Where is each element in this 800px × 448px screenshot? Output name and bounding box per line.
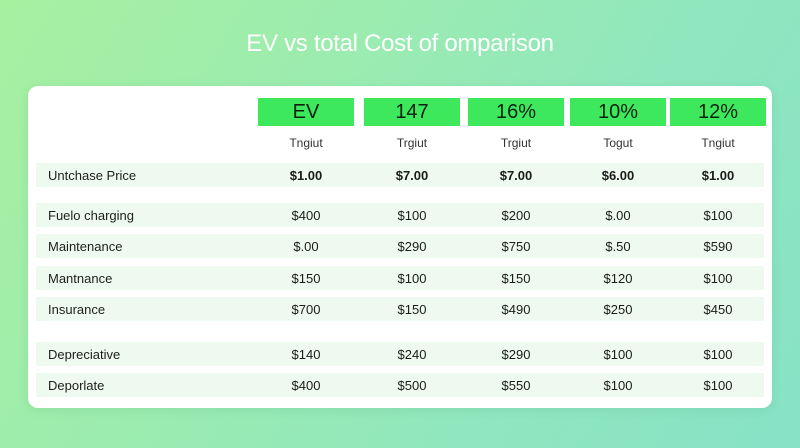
column-subheader-2: Trgiut <box>396 136 428 150</box>
table-cell: $7.00 <box>499 167 533 183</box>
row-label: Depreciative <box>48 346 121 362</box>
table-cell: $100 <box>397 207 427 223</box>
row-band <box>36 297 764 321</box>
table-cell: $140 <box>291 346 321 362</box>
row-band <box>36 203 764 227</box>
table-cell: $100 <box>603 377 633 393</box>
table-cell: $200 <box>501 207 531 223</box>
column-subheader-5: Tngiut <box>701 136 735 150</box>
table-cell: $7.00 <box>395 167 429 183</box>
table-cell: $500 <box>397 377 427 393</box>
row-label: Insurance <box>48 301 106 317</box>
table-cell: $150 <box>501 270 531 286</box>
column-header-ev: EV <box>258 98 354 126</box>
column-header-2: 147 <box>364 98 460 126</box>
table-cell: $250 <box>603 301 633 317</box>
table-cell: $100 <box>703 270 733 286</box>
table-cell: $450 <box>703 301 733 317</box>
table-cell: $150 <box>397 301 427 317</box>
row-band <box>36 234 764 258</box>
table-cell: $490 <box>501 301 531 317</box>
column-header-3: 16% <box>468 98 564 126</box>
table-cell: $100 <box>703 377 733 393</box>
table-cell: $.00 <box>605 207 631 223</box>
column-subheader-3: Trgiut <box>500 136 532 150</box>
table-cell: $1.00 <box>289 167 323 183</box>
row-label: Deporlate <box>48 377 105 393</box>
table-cell: $100 <box>603 346 633 362</box>
table-cell: $.50 <box>605 238 631 254</box>
column-subheader-4: Togut <box>603 136 633 150</box>
row-band <box>36 163 764 187</box>
table-cell: $150 <box>291 270 321 286</box>
table-cell: $290 <box>397 238 427 254</box>
row-band <box>36 342 764 366</box>
row-label: Mantnance <box>48 270 113 286</box>
table-cell: $700 <box>291 301 321 317</box>
table-cell: $100 <box>703 346 733 362</box>
row-label: Maintenance <box>48 238 123 254</box>
row-label: Untchase Price <box>48 167 137 183</box>
table-cell: $100 <box>397 270 427 286</box>
table-cell: $400 <box>291 207 321 223</box>
table-cell: $.00 <box>293 238 319 254</box>
table-cell: $550 <box>501 377 531 393</box>
column-header-5: 12% <box>670 98 766 126</box>
row-label: Fuelo charging <box>48 207 134 223</box>
row-band <box>36 266 764 290</box>
column-header-4: 10% <box>570 98 666 126</box>
page-title: EV vs total Cost of omparison <box>246 30 554 57</box>
table-cell: $6.00 <box>601 167 635 183</box>
table-cell: $590 <box>703 238 733 254</box>
table-cell: $120 <box>603 270 633 286</box>
table-cell: $290 <box>501 346 531 362</box>
comparison-table: EV 147 16% 10% 12% Tngiut Trgiut Trgiut … <box>28 86 772 408</box>
table-cell: $100 <box>703 207 733 223</box>
column-subheader-1: Tngiut <box>289 136 323 150</box>
table-cell: $240 <box>397 346 427 362</box>
table-cell: $750 <box>501 238 531 254</box>
row-band <box>36 373 764 397</box>
table-cell: $1.00 <box>701 167 735 183</box>
table-cell: $400 <box>291 377 321 393</box>
